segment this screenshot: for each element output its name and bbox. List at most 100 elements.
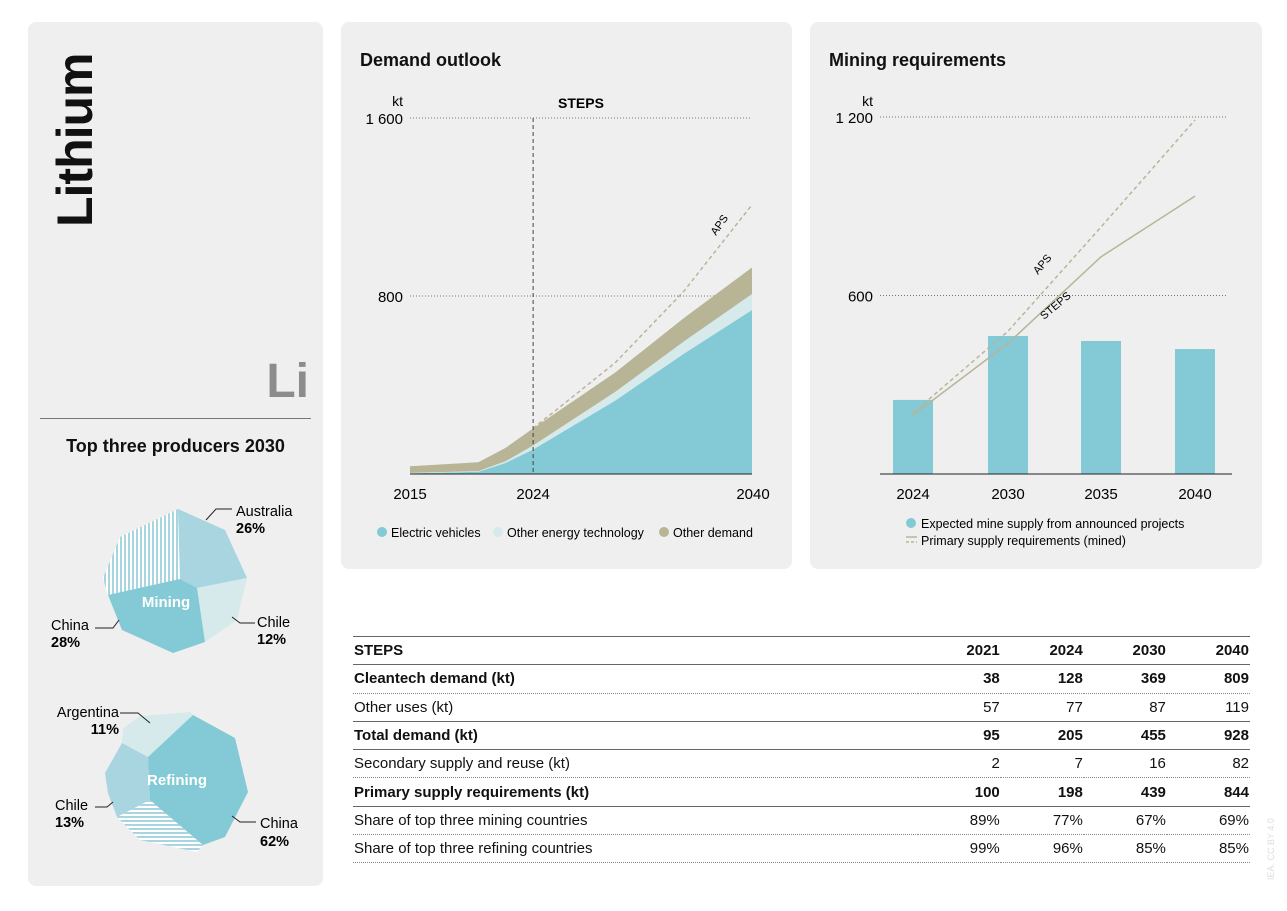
chart-title: Mining requirements <box>829 50 1007 70</box>
column-header: 2021 <box>917 635 1001 666</box>
slice-australia <box>178 509 247 588</box>
slice-argentina <box>122 712 193 757</box>
legend-label: Other demand <box>673 526 753 540</box>
y-tick-label: 800 <box>378 289 403 306</box>
table-header: STEPS 2021 2024 2030 2040 <box>353 635 1250 666</box>
column-header: 2030 <box>1083 635 1167 666</box>
cell-value: 844 <box>1166 777 1250 807</box>
row-label: Total demand (kt) <box>353 721 918 751</box>
y-tick-label: 1 200 <box>835 110 873 127</box>
slice-chile <box>105 743 150 817</box>
row-label: Primary supply requirements (kt) <box>353 777 918 807</box>
label-chile: Chile <box>55 798 88 814</box>
table-row: Secondary supply and reuse (kt) 2 7 16 82 <box>353 749 1250 779</box>
table-row: Cleantech demand (kt) 38 128 369 809 <box>353 664 1250 694</box>
cell-value: 99% <box>917 834 1001 864</box>
producers-title: Top three producers 2030 <box>66 436 285 456</box>
cell-value: 85% <box>1166 834 1250 864</box>
cell-value: 67% <box>1083 806 1167 836</box>
table-row: Primary supply requirements (kt) 100 198 43… <box>353 777 1250 807</box>
divider <box>40 418 311 419</box>
bar <box>1175 349 1215 474</box>
legend-label: Other energy technology <box>507 526 645 540</box>
share-chile: 12% <box>257 632 286 648</box>
cell-value: 7 <box>1000 749 1084 779</box>
cell-value: 95 <box>917 721 1001 751</box>
label-argentina: Argentina <box>57 705 120 721</box>
share-china: 62% <box>260 834 289 850</box>
slice-other <box>117 800 203 852</box>
aps-label: APS <box>709 213 731 238</box>
mining-pie: Mining Australia 26% Chile 12% China 28% <box>51 504 293 653</box>
label-australia: Australia <box>236 504 293 520</box>
cell-value: 87 <box>1083 693 1167 722</box>
row-label: Other uses (kt) <box>353 693 918 722</box>
label-china: China <box>51 618 90 634</box>
legend-swatch <box>659 527 669 537</box>
share-argentina: 11% <box>91 722 119 738</box>
slice-other <box>103 509 180 595</box>
x-tick-label: 2030 <box>991 486 1024 503</box>
table-row: Share of top three refining countries 99%… <box>353 834 1250 864</box>
y-tick-label: 600 <box>848 289 873 306</box>
cell-value: 128 <box>1000 664 1084 694</box>
table-row: Total demand (kt) 95 205 455 928 <box>353 721 1250 751</box>
label-chile: Chile <box>257 615 290 631</box>
x-tick-label: 2024 <box>516 486 549 503</box>
area-electric-vehicles <box>410 310 752 474</box>
row-label: Share of top three mining countries <box>353 806 918 836</box>
column-header: 2024 <box>1000 635 1084 666</box>
line-aps <box>912 119 1196 414</box>
cell-value: 2 <box>917 749 1001 779</box>
cell-value: 16 <box>1083 749 1167 779</box>
cell-value: 77% <box>1000 806 1084 836</box>
column-header: 2040 <box>1166 635 1250 666</box>
legend-label: Primary supply requirements (mined) <box>921 534 1126 548</box>
cell-value: 77 <box>1000 693 1084 722</box>
line-steps <box>912 195 1196 416</box>
cell-value: 928 <box>1166 721 1250 751</box>
x-tick-label: 2040 <box>736 486 769 503</box>
leader-lines <box>95 712 256 823</box>
row-label: Cleantech demand (kt) <box>353 664 918 694</box>
share-chile: 13% <box>55 815 84 831</box>
slice-chile <box>197 578 247 642</box>
legend-swatch <box>906 518 916 528</box>
y-axis-unit: kt <box>862 93 873 109</box>
cell-value: 198 <box>1000 777 1084 807</box>
cell-value: 205 <box>1000 721 1084 751</box>
share-china: 28% <box>51 635 80 651</box>
refining-label: Refining <box>147 772 207 789</box>
cell-value: 96% <box>1000 834 1084 864</box>
scenario-label: STEPS <box>558 95 604 111</box>
cell-value: 57 <box>917 693 1001 722</box>
cell-value: 85% <box>1083 834 1167 864</box>
cell-value: 69% <box>1166 806 1250 836</box>
y-axis-unit: kt <box>392 93 403 109</box>
bar <box>893 399 933 474</box>
legend-label: Electric vehicles <box>391 526 481 540</box>
x-tick-label: 2024 <box>896 486 929 503</box>
row-label: Secondary supply and reuse (kt) <box>353 749 918 779</box>
cell-value: 455 <box>1083 721 1167 751</box>
steps-label: STEPS <box>1038 290 1073 322</box>
element-symbol: Li <box>266 355 309 408</box>
x-tick-label: 2040 <box>1178 486 1211 503</box>
steps-table: STEPS 2021 2024 2030 2040 Cleantech demand (… <box>353 635 1250 864</box>
x-tick-label: 2035 <box>1084 486 1117 503</box>
column-header: STEPS <box>353 635 918 666</box>
mining-label: Mining <box>142 594 190 611</box>
aps-label: APS <box>1031 252 1054 277</box>
bar <box>1081 341 1121 474</box>
table-row: Share of top three mining countries 89% 77… <box>353 806 1250 836</box>
aps-line <box>532 204 753 429</box>
x-tick-label: 2015 <box>393 486 426 503</box>
cell-value: 809 <box>1166 664 1250 694</box>
cell-value: 119 <box>1166 693 1250 722</box>
chart-title: Demand outlook <box>360 50 502 70</box>
row-label: Share of top three refining countries <box>353 834 918 864</box>
slice-china <box>148 715 248 845</box>
refining-pie: Refining Argentina 11% Chile 13% China 6… <box>55 705 299 852</box>
